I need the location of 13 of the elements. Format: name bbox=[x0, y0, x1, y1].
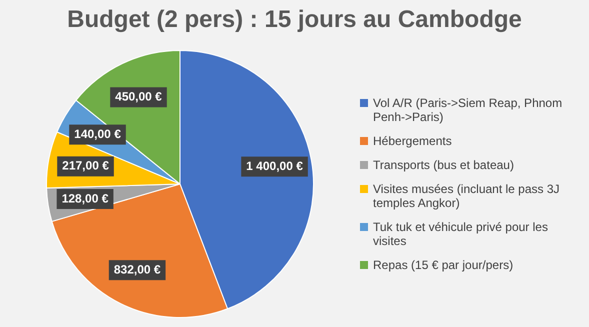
data-label: 217,00 € bbox=[62, 158, 110, 173]
legend-label: Tuk tuk et véhicule privé pour les visites bbox=[373, 220, 549, 248]
data-label: 140,00 € bbox=[74, 126, 122, 141]
legend-label: Visites musées (incluant le pass 3J temples Angkor) bbox=[373, 182, 561, 210]
legend-label: Vol A/R (Paris->Siem Reap, Phnom Penh->Paris) bbox=[373, 96, 564, 124]
data-label: 450,00 € bbox=[115, 90, 162, 104]
legend-label: Hébergements bbox=[373, 134, 452, 148]
legend-label: Transports (bus et bateau) bbox=[373, 158, 514, 172]
legend-label: Repas (15 € par jour/pers) bbox=[373, 258, 514, 272]
data-label: 1 400,00 € bbox=[246, 158, 304, 173]
data-label: 832,00 € bbox=[114, 262, 161, 276]
data-label: 128,00 € bbox=[62, 191, 109, 206]
chart-title: Budget (2 pers) : 15 jours au Cambodge bbox=[66, 6, 523, 35]
